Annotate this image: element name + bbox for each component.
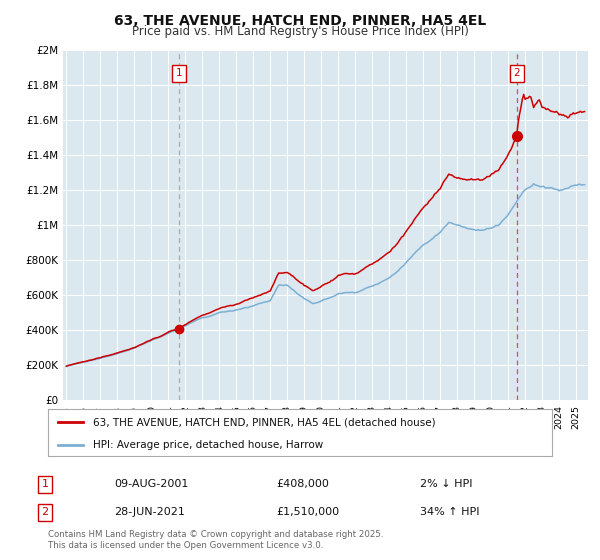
Text: 2: 2 bbox=[513, 68, 520, 78]
Text: 1: 1 bbox=[41, 479, 49, 489]
Text: This data is licensed under the Open Government Licence v3.0.: This data is licensed under the Open Gov… bbox=[48, 541, 323, 550]
Text: £1,510,000: £1,510,000 bbox=[276, 507, 339, 517]
Text: 34% ↑ HPI: 34% ↑ HPI bbox=[420, 507, 479, 517]
Text: 09-AUG-2001: 09-AUG-2001 bbox=[114, 479, 188, 489]
Text: Price paid vs. HM Land Registry's House Price Index (HPI): Price paid vs. HM Land Registry's House … bbox=[131, 25, 469, 38]
Text: 2% ↓ HPI: 2% ↓ HPI bbox=[420, 479, 473, 489]
Text: 1: 1 bbox=[176, 68, 182, 78]
Text: 2: 2 bbox=[41, 507, 49, 517]
Text: 28-JUN-2021: 28-JUN-2021 bbox=[114, 507, 185, 517]
Text: £408,000: £408,000 bbox=[276, 479, 329, 489]
Text: HPI: Average price, detached house, Harrow: HPI: Average price, detached house, Harr… bbox=[94, 440, 323, 450]
Text: 63, THE AVENUE, HATCH END, PINNER, HA5 4EL: 63, THE AVENUE, HATCH END, PINNER, HA5 4… bbox=[114, 14, 486, 28]
Text: 63, THE AVENUE, HATCH END, PINNER, HA5 4EL (detached house): 63, THE AVENUE, HATCH END, PINNER, HA5 4… bbox=[94, 417, 436, 427]
Text: Contains HM Land Registry data © Crown copyright and database right 2025.: Contains HM Land Registry data © Crown c… bbox=[48, 530, 383, 539]
